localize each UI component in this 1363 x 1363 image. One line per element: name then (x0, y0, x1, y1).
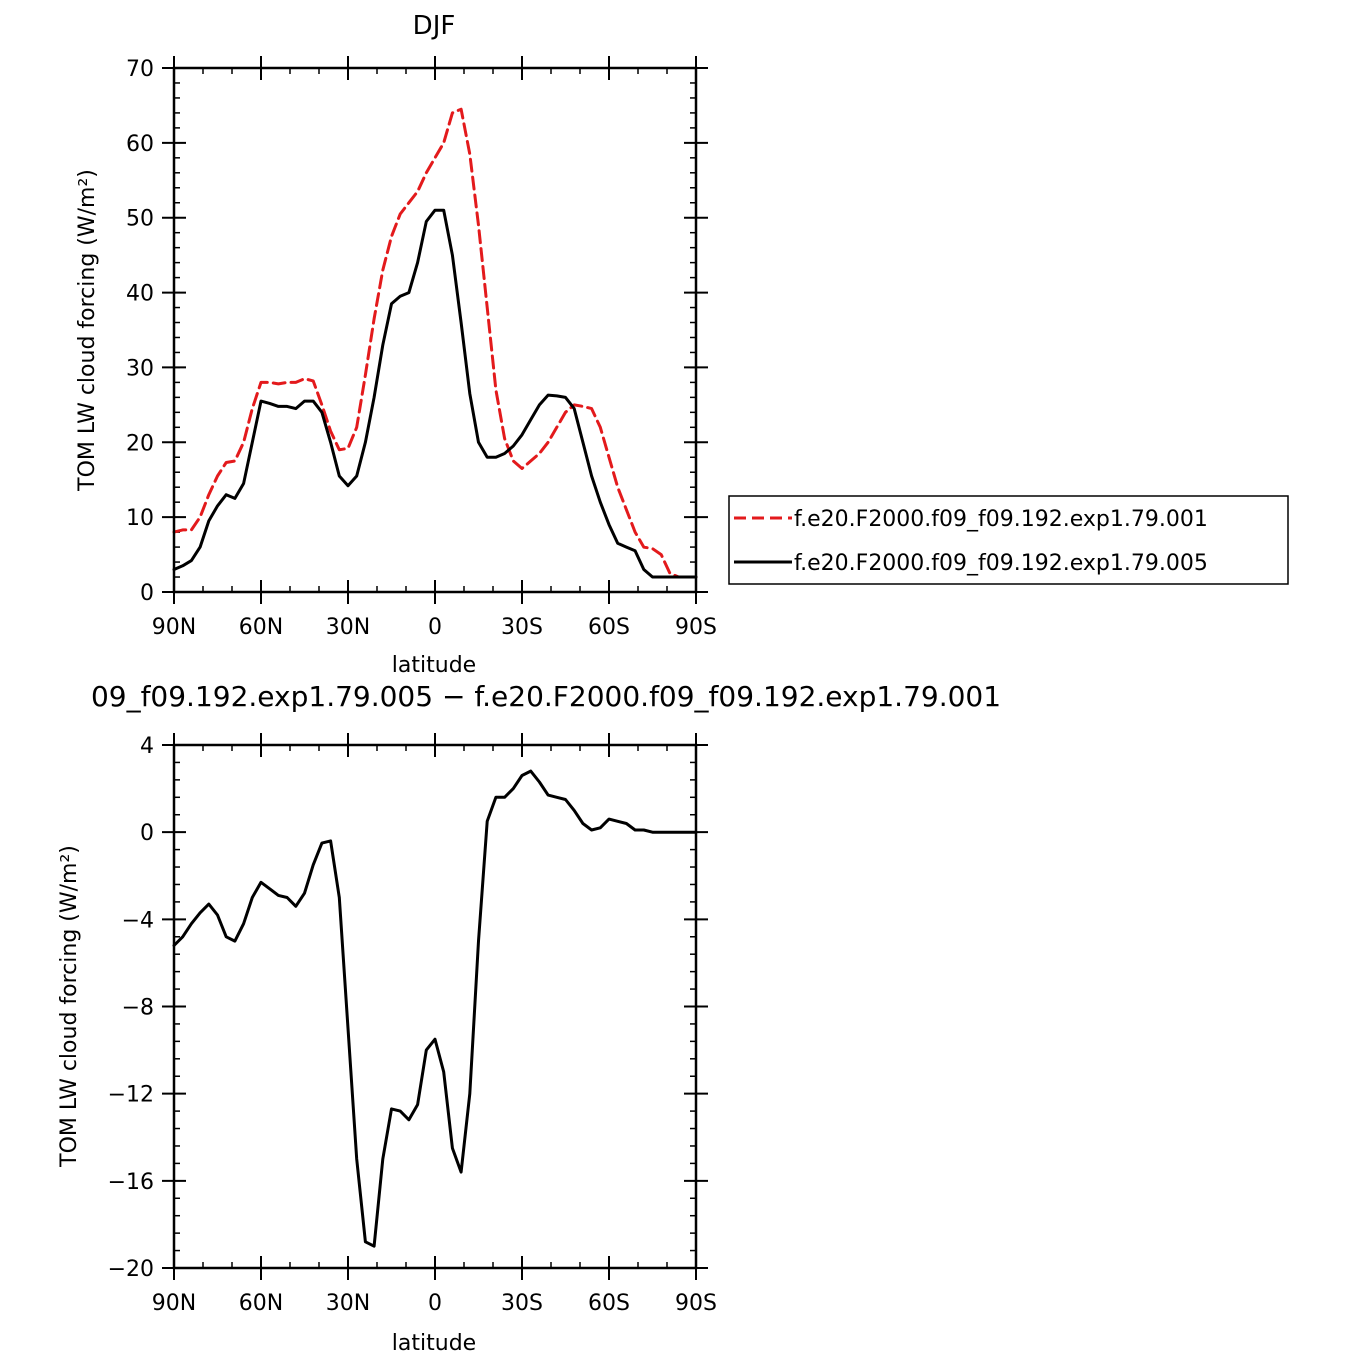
y-tick-label: −8 (122, 996, 154, 1021)
x-tick-label: 30N (326, 615, 370, 640)
y-tick-label: −12 (108, 1083, 154, 1108)
x-tick-label: 60N (239, 1291, 283, 1316)
legend-label-run1: f.e20.F2000.f09_f09.192.exp1.79.001 (794, 507, 1208, 532)
x-tick-label: 0 (428, 1291, 442, 1316)
y-tick-label: 20 (126, 431, 154, 456)
y-tick-label: 10 (126, 506, 154, 531)
y-tick-label: 4 (140, 734, 154, 759)
x-tick-label: 60N (239, 615, 283, 640)
bottom-y-axis-label: TOM LW cloud forcing (W/m²) (57, 845, 82, 1168)
x-tick-label: 60S (588, 1291, 630, 1316)
y-tick-label: 70 (126, 57, 154, 82)
y-tick-label: 50 (126, 207, 154, 232)
bottom-title: 09_f09.192.exp1.79.005 − f.e20.F2000.f09… (91, 680, 1001, 713)
bottom-series-line-1 (172, 769, 698, 1248)
y-tick-label: 30 (126, 356, 154, 381)
x-tick-label: 60S (588, 615, 630, 640)
y-tick-label: 40 (126, 282, 154, 307)
top-plot-frame (172, 66, 698, 594)
y-tick-label: 0 (140, 821, 154, 846)
legend: f.e20.F2000.f09_f09.192.exp1.79.001 f.e2… (728, 495, 1289, 585)
y-tick-label: −4 (122, 908, 154, 933)
bottom-x-axis-label: latitude (392, 1331, 476, 1356)
top-title: DJF (413, 11, 456, 41)
x-tick-label: 30N (326, 1291, 370, 1316)
x-tick-label: 90S (675, 615, 717, 640)
x-tick-label: 30S (501, 615, 543, 640)
x-tick-label: 90N (152, 615, 196, 640)
top-x-axis-label: latitude (392, 653, 476, 678)
y-tick-label: −16 (108, 1170, 154, 1195)
top-y-axis-label: TOM LW cloud forcing (W/m²) (75, 169, 100, 492)
legend-label-run2: f.e20.F2000.f09_f09.192.exp1.79.005 (794, 551, 1208, 576)
x-tick-label: 30S (501, 1291, 543, 1316)
y-tick-label: 60 (126, 132, 154, 157)
top-series-line-2 (172, 208, 698, 579)
x-tick-label: 90S (675, 1291, 717, 1316)
bottom-plot-frame (172, 743, 698, 1270)
y-tick-label: −20 (108, 1257, 154, 1282)
legend-box (728, 495, 1289, 585)
y-tick-label: 0 (140, 581, 154, 606)
bottom-panel: 09_f09.192.exp1.79.005 − f.e20.F2000.f09… (57, 680, 1001, 1356)
top-series-line-1 (172, 107, 698, 579)
x-tick-label: 90N (152, 1291, 196, 1316)
x-tick-label: 0 (428, 615, 442, 640)
